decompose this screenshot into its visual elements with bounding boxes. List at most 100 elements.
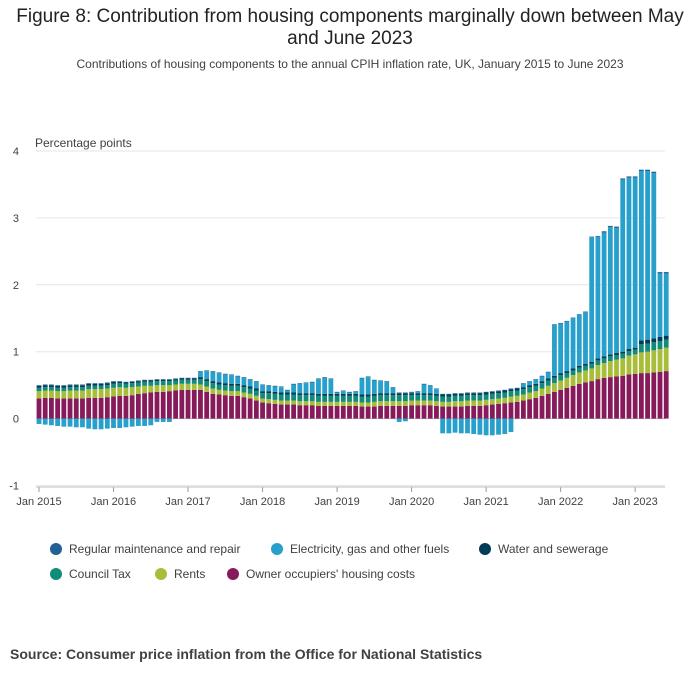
bar-segment-owner[interactable]	[334, 405, 340, 419]
bar-segment-energy[interactable]	[657, 273, 663, 337]
bar-segment-energy[interactable]	[465, 418, 470, 434]
bar-segment-owner[interactable]	[471, 405, 477, 419]
bar-segment-owner[interactable]	[328, 405, 334, 419]
bar-segment-rents[interactable]	[297, 401, 303, 406]
bar-segment-owner[interactable]	[458, 406, 464, 419]
bar-segment-owner[interactable]	[576, 383, 582, 419]
bar-segment-rents[interactable]	[502, 397, 508, 404]
bar-segment-energy[interactable]	[471, 418, 477, 434]
bar-segment-water[interactable]	[80, 385, 85, 388]
bar-segment-water[interactable]	[502, 390, 508, 393]
bar-segment-council[interactable]	[409, 395, 414, 401]
bar-segment-council[interactable]	[216, 384, 222, 390]
bar-segment-owner[interactable]	[179, 389, 185, 419]
bar-segment-owner[interactable]	[241, 397, 247, 419]
bar-segment-rents[interactable]	[309, 401, 315, 406]
bar-segment-maintenance[interactable]	[222, 373, 228, 375]
bar-segment-maintenance[interactable]	[545, 371, 551, 373]
bar-segment-rents[interactable]	[657, 349, 663, 372]
bar-segment-owner[interactable]	[409, 405, 414, 419]
bar-segment-owner[interactable]	[589, 381, 595, 419]
bar-segment-water[interactable]	[421, 393, 427, 396]
bar-segment-maintenance[interactable]	[80, 384, 85, 386]
bar-segment-energy[interactable]	[539, 376, 545, 382]
bar-segment-maintenance[interactable]	[111, 381, 116, 382]
bar-segment-owner[interactable]	[402, 405, 408, 419]
bar-segment-owner[interactable]	[235, 395, 241, 419]
bar-segment-water[interactable]	[222, 383, 228, 386]
bar-segment-energy[interactable]	[632, 177, 638, 348]
bar-segment-maintenance[interactable]	[452, 393, 458, 394]
bar-segment-energy[interactable]	[520, 383, 526, 388]
bar-segment-rents[interactable]	[204, 386, 210, 392]
bar-segment-water[interactable]	[253, 388, 259, 391]
bar-segment-water[interactable]	[154, 379, 160, 382]
bar-segment-water[interactable]	[285, 392, 290, 395]
bar-segment-maintenance[interactable]	[129, 381, 135, 382]
bar-segment-water[interactable]	[452, 393, 458, 396]
bar-segment-water[interactable]	[204, 379, 210, 382]
bar-segment-maintenance[interactable]	[73, 384, 79, 386]
bar-segment-maintenance[interactable]	[229, 374, 234, 376]
bar-segment-rents[interactable]	[222, 390, 228, 396]
bar-segment-energy[interactable]	[198, 371, 203, 378]
bar-segment-energy[interactable]	[334, 392, 340, 394]
bar-segment-energy[interactable]	[340, 391, 346, 394]
bar-segment-energy[interactable]	[489, 418, 495, 436]
bar-segment-energy[interactable]	[322, 377, 328, 394]
bar-segment-rents[interactable]	[61, 391, 67, 399]
bar-segment-energy[interactable]	[483, 418, 489, 436]
bar-segment-water[interactable]	[67, 385, 73, 388]
bar-segment-council[interactable]	[173, 380, 179, 385]
bar-segment-maintenance[interactable]	[210, 371, 216, 372]
bar-segment-maintenance[interactable]	[42, 384, 48, 386]
bar-segment-energy[interactable]	[645, 171, 650, 340]
bar-segment-rents[interactable]	[229, 391, 234, 396]
bar-segment-rents[interactable]	[583, 370, 588, 383]
bar-segment-owner[interactable]	[465, 405, 470, 419]
bar-segment-owner[interactable]	[390, 405, 396, 419]
bar-segment-maintenance[interactable]	[173, 378, 179, 380]
bar-segment-council[interactable]	[390, 395, 396, 402]
bar-segment-maintenance[interactable]	[198, 371, 203, 372]
bar-segment-rents[interactable]	[452, 401, 458, 407]
bar-segment-maintenance[interactable]	[508, 388, 514, 390]
bar-segment-maintenance[interactable]	[607, 225, 613, 228]
bar-segment-maintenance[interactable]	[570, 317, 576, 319]
bar-segment-energy[interactable]	[496, 418, 501, 435]
legend-item-maintenance[interactable]: Regular maintenance and repair	[50, 542, 240, 556]
bar-segment-rents[interactable]	[260, 398, 265, 403]
bar-segment-council[interactable]	[427, 395, 433, 401]
bar-segment-owner[interactable]	[545, 393, 551, 419]
bar-segment-council[interactable]	[167, 381, 172, 386]
bar-segment-rents[interactable]	[210, 388, 216, 394]
bar-segment-water[interactable]	[601, 356, 607, 359]
bar-segment-energy[interactable]	[111, 418, 116, 428]
bar-segment-rents[interactable]	[520, 394, 526, 401]
bar-segment-energy[interactable]	[86, 418, 92, 429]
bar-segment-rents[interactable]	[632, 354, 638, 374]
bar-segment-owner[interactable]	[191, 389, 197, 419]
bar-segment-owner[interactable]	[440, 406, 446, 419]
bar-segment-maintenance[interactable]	[241, 377, 247, 378]
bar-segment-owner[interactable]	[148, 392, 154, 419]
bar-segment-energy[interactable]	[502, 418, 508, 434]
bar-segment-maintenance[interactable]	[502, 389, 508, 391]
bar-segment-owner[interactable]	[657, 371, 663, 419]
bar-segment-water[interactable]	[458, 393, 464, 396]
bar-segment-council[interactable]	[67, 387, 73, 391]
bar-segment-rents[interactable]	[80, 390, 85, 399]
bar-segment-water[interactable]	[322, 393, 328, 396]
bar-segment-council[interactable]	[104, 385, 110, 389]
bar-segment-maintenance[interactable]	[440, 393, 446, 395]
bar-segment-owner[interactable]	[36, 398, 42, 419]
bar-segment-rents[interactable]	[390, 401, 396, 406]
bar-segment-owner[interactable]	[539, 395, 545, 419]
bar-segment-council[interactable]	[291, 394, 297, 401]
bar-segment-council[interactable]	[36, 387, 42, 392]
bar-segment-water[interactable]	[49, 385, 54, 388]
bar-segment-council[interactable]	[117, 383, 123, 388]
bar-segment-maintenance[interactable]	[334, 391, 340, 393]
bar-segment-maintenance[interactable]	[191, 377, 197, 379]
bar-segment-owner[interactable]	[111, 396, 116, 419]
